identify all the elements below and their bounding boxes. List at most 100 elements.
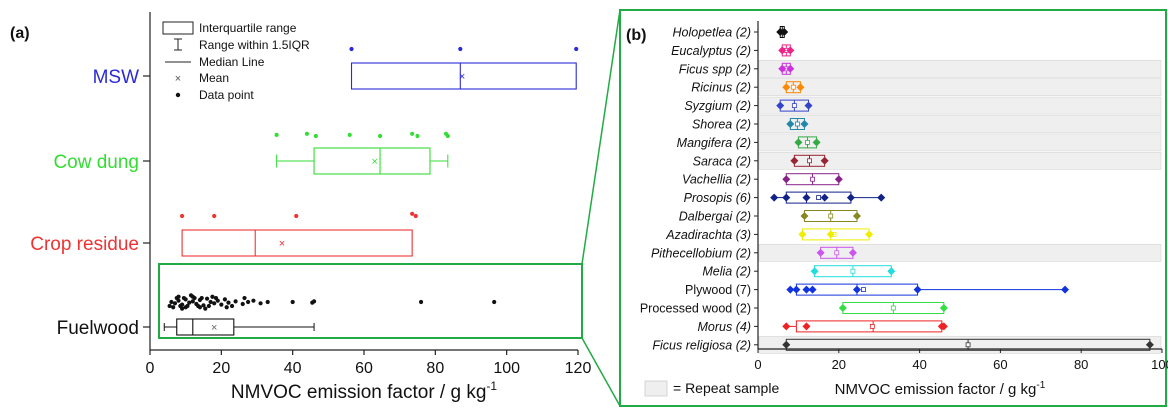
box-eucalyptus bbox=[778, 44, 795, 57]
panel-a-categories: MSW Cow dung Crop residue Fuelwood bbox=[30, 67, 150, 339]
panel-a-xlabel: NMVOC emission factor / g kg bbox=[231, 382, 487, 403]
legend-median-label: Median Line bbox=[199, 55, 265, 69]
species-label-holopetlea: Holopetlea (2) bbox=[672, 26, 751, 40]
legend-point-swatch bbox=[175, 92, 181, 98]
data-point bbox=[415, 133, 420, 139]
data-point bbox=[311, 299, 317, 304]
data-point bbox=[445, 133, 450, 139]
legend-range-swatch bbox=[174, 38, 182, 51]
mean-marker: × bbox=[279, 238, 285, 250]
species-label-azadirachta: Azadirachta (3) bbox=[665, 228, 751, 242]
panel-b-label: (b) bbox=[626, 27, 646, 44]
data-point bbox=[213, 295, 219, 301]
box-plywood bbox=[786, 283, 1070, 296]
species-label-processed-wood: Processed wood (2) bbox=[640, 302, 751, 316]
box-dalbergai bbox=[800, 210, 861, 222]
data-point bbox=[222, 297, 227, 302]
species-label-vachellia: Vachellia (2) bbox=[682, 173, 751, 187]
data-point bbox=[820, 156, 829, 165]
panel-a-x-tick-label: 20 bbox=[212, 360, 230, 377]
data-point bbox=[786, 46, 795, 55]
data-point bbox=[258, 301, 263, 306]
panel-a-legend: Interquartile range Range within 1.5IQR … bbox=[162, 21, 310, 102]
data-point bbox=[782, 83, 791, 92]
mean-marker bbox=[807, 158, 812, 164]
panel-b-x-tick-label: 20 bbox=[832, 357, 846, 372]
species-label-morus: Morus (4) bbox=[698, 320, 751, 334]
data-point bbox=[304, 131, 310, 136]
data-point bbox=[782, 322, 791, 331]
data-point bbox=[782, 340, 791, 349]
data-point bbox=[167, 303, 172, 309]
panel-a-x-axis-title: NMVOC emission factor / g kg-1 bbox=[231, 379, 498, 403]
data-point bbox=[172, 301, 178, 306]
data-point bbox=[410, 131, 415, 136]
iqr-box bbox=[350, 62, 577, 90]
data-point bbox=[776, 101, 785, 110]
panel-a-x-tick-label: 120 bbox=[565, 360, 592, 377]
repeat-sample-band bbox=[758, 152, 1162, 170]
mean-marker bbox=[791, 103, 797, 108]
data-point bbox=[786, 64, 795, 73]
panel-b-x-axis-title: NMVOC emission factor / g kg-1 bbox=[835, 380, 1046, 398]
species-label-mangifera: Mangifera (2) bbox=[677, 136, 751, 150]
data-point bbox=[240, 301, 245, 307]
data-point bbox=[800, 120, 809, 128]
repeat-sample-band bbox=[758, 244, 1162, 262]
data-point bbox=[197, 305, 203, 310]
data-point bbox=[782, 193, 791, 202]
data-point bbox=[810, 267, 819, 276]
data-point bbox=[913, 285, 922, 294]
data-point bbox=[219, 302, 224, 307]
data-point bbox=[377, 133, 383, 139]
data-point bbox=[224, 305, 229, 310]
data-point bbox=[865, 230, 874, 239]
data-point bbox=[212, 213, 217, 219]
mean-marker: × bbox=[371, 156, 377, 168]
species-label-eucalyptus: Eucalyptus (2) bbox=[671, 44, 751, 58]
mean-marker bbox=[794, 121, 800, 127]
panel-b-x-tick-label: 40 bbox=[912, 357, 926, 372]
data-point bbox=[939, 322, 948, 331]
data-point bbox=[804, 101, 813, 110]
data-point bbox=[852, 212, 861, 220]
species-label-ricinus: Ricinus (2) bbox=[691, 81, 751, 95]
mean-marker bbox=[850, 268, 856, 274]
data-point bbox=[190, 299, 195, 304]
box-ricinus bbox=[782, 81, 805, 94]
panel-a-x-tick-label: 60 bbox=[355, 360, 373, 377]
species-label-melia: Melia (2) bbox=[702, 265, 751, 279]
box-ficus-religiosa bbox=[782, 338, 1154, 351]
box-cow-dung: × bbox=[274, 131, 450, 175]
data-point bbox=[242, 295, 247, 301]
data-point bbox=[770, 193, 779, 202]
repeat-sample-band bbox=[758, 96, 1162, 115]
box-fuelwood: × bbox=[163, 293, 497, 336]
box-morus bbox=[782, 320, 948, 333]
data-point bbox=[846, 193, 855, 202]
iqr-box bbox=[181, 229, 413, 257]
data-point bbox=[792, 285, 801, 294]
data-point bbox=[226, 300, 231, 305]
category-label-msw: MSW bbox=[93, 67, 140, 88]
data-point bbox=[778, 46, 787, 55]
data-point bbox=[229, 303, 235, 309]
mean-marker bbox=[816, 195, 821, 201]
box-crop-residue: × bbox=[180, 211, 418, 257]
box-holopetlea bbox=[776, 26, 789, 38]
panel-b-repeat-shading bbox=[758, 59, 1162, 354]
species-label-plywood: Plywood (7) bbox=[685, 283, 751, 297]
box-azadirachta bbox=[798, 228, 874, 241]
data-point bbox=[816, 248, 825, 257]
repeat-sample-band bbox=[758, 78, 1162, 96]
data-point bbox=[848, 248, 857, 257]
data-point bbox=[887, 267, 896, 276]
data-point bbox=[204, 296, 210, 301]
species-label-pithecellobium: Pithecellobium (2) bbox=[651, 246, 751, 260]
data-point bbox=[210, 294, 215, 299]
data-point bbox=[802, 322, 811, 331]
data-point bbox=[798, 230, 807, 239]
panel-b-x-tick-label: 60 bbox=[993, 357, 1007, 372]
data-point bbox=[188, 293, 194, 298]
